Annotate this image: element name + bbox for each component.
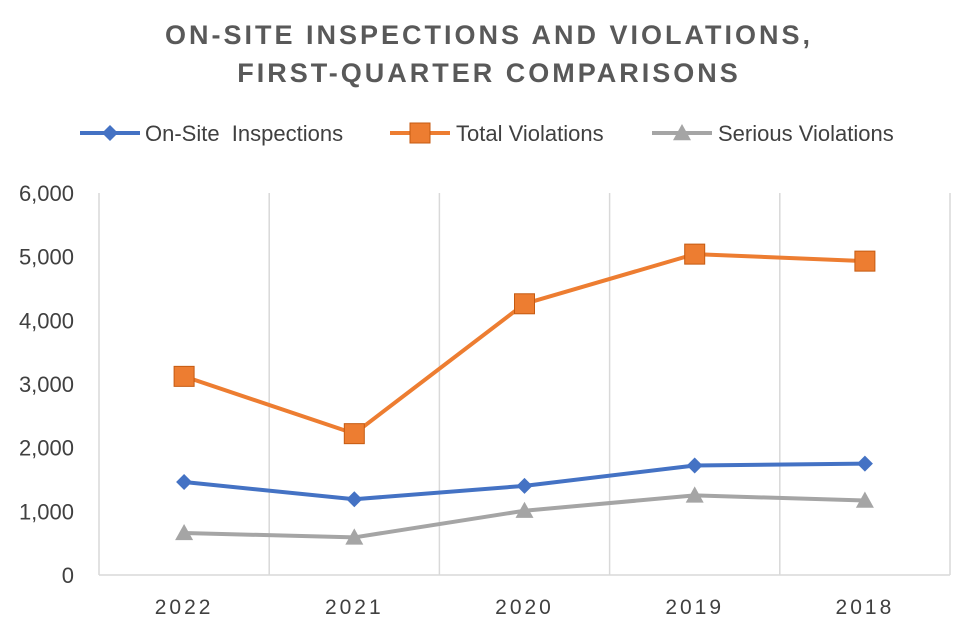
x-tick-label: 2021 — [325, 596, 384, 619]
y-tick-label: 5,000 — [19, 245, 74, 270]
series-group — [173, 243, 876, 545]
x-tick-label: 2020 — [495, 596, 554, 619]
data-point-serious-violations — [515, 501, 534, 518]
y-tick-label: 0 — [62, 563, 74, 588]
legend-marker-total-violations — [409, 122, 431, 144]
series-line-total-violations — [183, 252, 865, 436]
x-tick-label: 2022 — [155, 596, 214, 619]
series-on-site-inspections — [176, 455, 873, 508]
axes: 0 1,000 2,000 3,000 4,000 5,000 6,000 2022 2021 2… — [19, 181, 951, 619]
data-point-on-site-inspections — [516, 477, 533, 494]
data-point-on-site-inspections — [176, 474, 193, 491]
data-point-serious-violations — [855, 491, 874, 508]
data-point-total-violations — [514, 293, 535, 315]
x-tick-label: 2018 — [836, 596, 895, 619]
series-serious-violations — [175, 486, 874, 545]
y-tick-label: 6,000 — [19, 181, 74, 206]
legend-marker-on-site-inspections — [102, 125, 118, 141]
data-point-serious-violations — [685, 486, 704, 503]
chart-title-line-1: ON-SITE INSPECTIONS AND VIOLATIONS, — [165, 20, 813, 50]
grid-lines — [268, 193, 781, 575]
data-point-on-site-inspections — [686, 457, 703, 474]
data-point-on-site-inspections — [856, 455, 873, 472]
y-tick-label: 1,000 — [19, 499, 74, 524]
data-point-total-violations — [343, 423, 365, 445]
y-tick-label: 2,000 — [19, 436, 74, 461]
data-point-total-violations — [173, 365, 195, 387]
legend-label-serious-violations: Serious Violations — [718, 121, 894, 146]
y-tick-label: 3,000 — [19, 372, 74, 397]
legend: On-Site Inspections Total Violations Serio… — [80, 121, 894, 146]
data-point-serious-violations — [345, 528, 364, 545]
legend-marker-serious-violations — [673, 124, 691, 141]
legend-label-on-site-inspections: On-Site Inspections — [145, 121, 343, 146]
legend-item-total-violations: Total Violations — [390, 121, 604, 146]
data-point-on-site-inspections — [346, 491, 363, 508]
data-point-total-violations — [854, 250, 876, 272]
chart-title-line-2: FIRST-QUARTER COMPARISONS — [237, 58, 741, 88]
legend-item-serious-violations: Serious Violations — [652, 121, 894, 146]
data-point-serious-violations — [175, 523, 194, 541]
data-point-total-violations — [684, 243, 706, 265]
y-tick-label: 4,000 — [19, 308, 74, 333]
legend-label-total-violations: Total Violations — [456, 121, 604, 146]
series-total-violations — [173, 243, 876, 445]
legend-item-on-site-inspections: On-Site Inspections — [80, 121, 343, 146]
x-tick-label: 2019 — [665, 596, 724, 619]
